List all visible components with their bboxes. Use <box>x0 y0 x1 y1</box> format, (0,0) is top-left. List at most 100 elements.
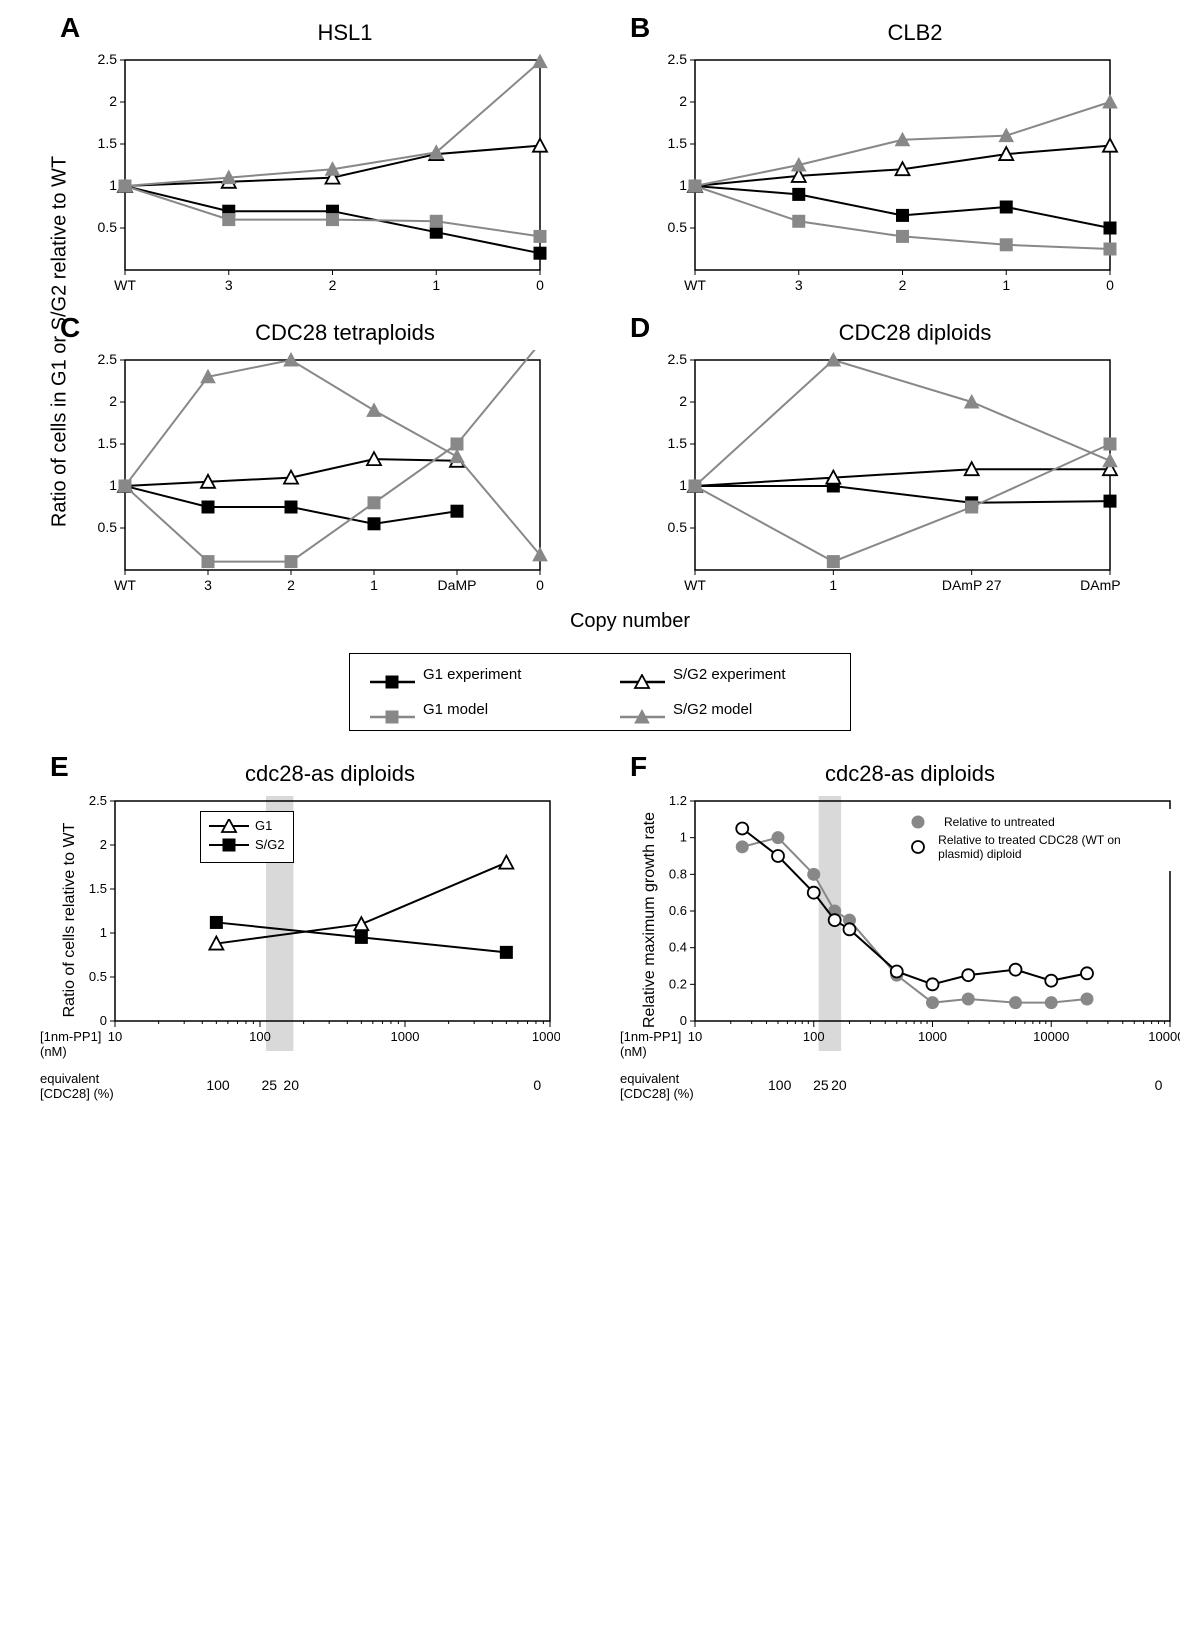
svg-text:DaMP: DaMP <box>438 577 477 593</box>
x-axis-label-top: Copy number <box>80 610 1180 633</box>
legend-item: G1 experiment <box>370 666 580 683</box>
svg-text:1: 1 <box>829 577 837 593</box>
panel-letter: F <box>630 751 647 783</box>
svg-text:0.5: 0.5 <box>98 219 118 235</box>
svg-text:2.5: 2.5 <box>89 793 107 808</box>
sub-x2-label: equivalent [CDC28] (%) <box>620 1071 700 1101</box>
equiv-tick: 100 <box>206 1077 229 1093</box>
svg-text:1.5: 1.5 <box>668 435 688 451</box>
svg-text:2: 2 <box>329 277 337 293</box>
legend-label: S/G2 <box>255 837 285 852</box>
legend-label: G1 <box>255 818 272 833</box>
legend-label: Relative to untreated <box>944 815 1055 829</box>
svg-text:0: 0 <box>536 577 544 593</box>
inner-legend: G1 S/G2 <box>200 811 294 863</box>
svg-text:1000: 1000 <box>918 1029 947 1044</box>
panel-d: D CDC28 diploids 0.511.522.5WT1DAmP 27DA… <box>650 320 1180 600</box>
legend-label: Relative to treated CDC28 (WT on plasmid… <box>938 833 1168 861</box>
panel-title: cdc28-as diploids <box>640 761 1180 787</box>
panel-title: HSL1 <box>80 20 610 46</box>
svg-text:2: 2 <box>899 277 907 293</box>
legend-label: G1 experiment <box>423 666 521 683</box>
y-axis-label: Relative maximum growth rate <box>641 800 659 1040</box>
figure: Ratio of cells in G1 or S/G2 relative to… <box>20 20 1180 1101</box>
panel-letter: E <box>50 751 69 783</box>
svg-text:2.5: 2.5 <box>98 51 118 67</box>
svg-text:100: 100 <box>249 1029 271 1044</box>
panel-b: B CLB2 0.511.522.5WT3210 <box>650 20 1180 300</box>
panel-title: cdc28-as diploids <box>60 761 600 787</box>
svg-text:1: 1 <box>1002 277 1010 293</box>
svg-text:10000: 10000 <box>532 1029 560 1044</box>
svg-text:2: 2 <box>679 93 687 109</box>
svg-text:0.4: 0.4 <box>669 940 687 955</box>
y-axis-label: Ratio of cells relative to WT <box>61 800 79 1040</box>
svg-text:1.5: 1.5 <box>668 135 688 151</box>
svg-text:DAmP 20: DAmP 20 <box>1080 577 1120 593</box>
panel-letter: C <box>60 312 80 344</box>
main-legend: G1 experiment S/G2 experiment G1 model S/G2… <box>349 653 851 731</box>
svg-text:1.5: 1.5 <box>89 881 107 896</box>
equiv-tick: 100 <box>768 1077 791 1093</box>
svg-text:100000: 100000 <box>1148 1029 1180 1044</box>
svg-text:WT: WT <box>684 277 706 293</box>
svg-text:1: 1 <box>432 277 440 293</box>
svg-text:2: 2 <box>100 837 107 852</box>
legend-item: G1 model <box>370 701 580 718</box>
equiv-tick: 25 <box>813 1077 829 1093</box>
panel-letter: D <box>630 312 650 344</box>
panel-e: E cdc28-as diploids Ratio of cells relat… <box>60 761 600 1101</box>
equiv-tick: 0 <box>1155 1077 1163 1093</box>
sub-x1-label: [1nm-PP1] (nM) <box>40 1029 110 1059</box>
svg-text:WT: WT <box>114 577 136 593</box>
svg-text:2: 2 <box>109 93 117 109</box>
svg-text:2: 2 <box>679 393 687 409</box>
svg-text:0.5: 0.5 <box>89 969 107 984</box>
svg-text:10000: 10000 <box>1033 1029 1069 1044</box>
equiv-tick: 25 <box>261 1077 277 1093</box>
svg-text:1.5: 1.5 <box>98 435 118 451</box>
svg-text:2.5: 2.5 <box>98 351 118 367</box>
svg-text:1: 1 <box>100 925 107 940</box>
svg-text:WT: WT <box>114 277 136 293</box>
svg-text:1000: 1000 <box>391 1029 420 1044</box>
svg-text:1: 1 <box>679 477 687 493</box>
svg-text:1: 1 <box>109 177 117 193</box>
panel-title: CDC28 diploids <box>650 320 1180 346</box>
panel-c: C CDC28 tetraploids 0.511.522.5WT321DaMP… <box>80 320 610 600</box>
svg-text:1: 1 <box>109 477 117 493</box>
svg-text:0: 0 <box>536 277 544 293</box>
legend-item: S/G2 model <box>620 701 830 718</box>
svg-text:1.2: 1.2 <box>669 793 687 808</box>
svg-text:0: 0 <box>1106 277 1114 293</box>
svg-text:0.5: 0.5 <box>98 519 118 535</box>
svg-text:1: 1 <box>679 177 687 193</box>
legend-label: G1 model <box>423 701 488 718</box>
svg-text:0.5: 0.5 <box>668 519 688 535</box>
svg-text:0.2: 0.2 <box>669 976 687 991</box>
bottom-panels-grid: E cdc28-as diploids Ratio of cells relat… <box>60 761 1180 1101</box>
svg-text:2.5: 2.5 <box>668 351 688 367</box>
legend-item: S/G2 experiment <box>620 666 830 683</box>
panel-f: F cdc28-as diploids Relative maximum gro… <box>640 761 1180 1101</box>
panel-letter: B <box>630 12 650 44</box>
svg-text:3: 3 <box>204 577 212 593</box>
svg-text:0.8: 0.8 <box>669 866 687 881</box>
svg-text:1.5: 1.5 <box>98 135 118 151</box>
equiv-tick: 20 <box>831 1077 847 1093</box>
svg-text:1: 1 <box>680 830 687 845</box>
svg-text:0: 0 <box>680 1013 687 1028</box>
svg-text:1: 1 <box>370 577 378 593</box>
svg-text:WT: WT <box>684 577 706 593</box>
top-panels-grid: A HSL1 0.511.522.5WT3210 B CLB2 0.511.52… <box>80 20 1180 600</box>
panel-letter: A <box>60 12 80 44</box>
panel-a: A HSL1 0.511.522.5WT3210 <box>80 20 610 300</box>
legend-label: S/G2 model <box>673 701 752 718</box>
svg-text:100: 100 <box>803 1029 825 1044</box>
svg-text:2: 2 <box>287 577 295 593</box>
svg-text:3: 3 <box>795 277 803 293</box>
inner-legend: Relative to untreated Relative to treated… <box>890 809 1176 871</box>
sub-x1-label: [1nm-PP1] (nM) <box>620 1029 690 1059</box>
equiv-tick: 0 <box>533 1077 541 1093</box>
svg-text:2: 2 <box>109 393 117 409</box>
